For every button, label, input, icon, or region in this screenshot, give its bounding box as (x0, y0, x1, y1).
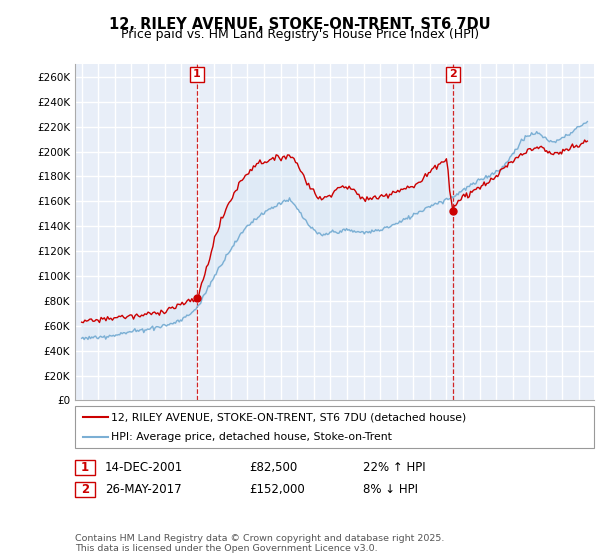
Text: 26-MAY-2017: 26-MAY-2017 (105, 483, 182, 496)
Text: 22% ↑ HPI: 22% ↑ HPI (363, 461, 425, 474)
Text: 1: 1 (193, 69, 201, 80)
Text: 12, RILEY AVENUE, STOKE-ON-TRENT, ST6 7DU: 12, RILEY AVENUE, STOKE-ON-TRENT, ST6 7D… (109, 17, 491, 32)
Text: 12, RILEY AVENUE, STOKE-ON-TRENT, ST6 7DU (detached house): 12, RILEY AVENUE, STOKE-ON-TRENT, ST6 7D… (111, 412, 466, 422)
Text: £152,000: £152,000 (249, 483, 305, 496)
Text: 14-DEC-2001: 14-DEC-2001 (105, 461, 183, 474)
Text: 1: 1 (81, 461, 89, 474)
Text: Price paid vs. HM Land Registry's House Price Index (HPI): Price paid vs. HM Land Registry's House … (121, 28, 479, 41)
Text: 8% ↓ HPI: 8% ↓ HPI (363, 483, 418, 496)
Text: 2: 2 (449, 69, 457, 80)
Text: £82,500: £82,500 (249, 461, 297, 474)
Text: Contains HM Land Registry data © Crown copyright and database right 2025.
This d: Contains HM Land Registry data © Crown c… (75, 534, 445, 553)
Text: 2: 2 (81, 483, 89, 496)
Text: HPI: Average price, detached house, Stoke-on-Trent: HPI: Average price, detached house, Stok… (111, 432, 392, 442)
